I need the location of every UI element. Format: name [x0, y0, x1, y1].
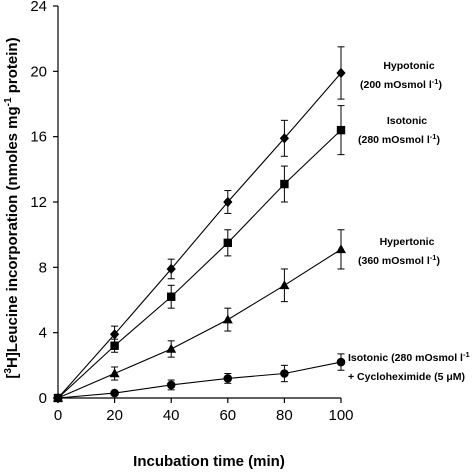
series-circle [53, 353, 346, 403]
series-line [57, 129, 342, 399]
x-axis-label: Incubation time (min) [133, 453, 285, 470]
data-point-triangle [222, 314, 233, 324]
data-point-triangle [109, 368, 120, 378]
y-tick-label: 12 [30, 194, 47, 211]
y-tick-label: 8 [39, 259, 47, 276]
data-point-triangle [336, 244, 346, 254]
series-label-name: Isotonic [387, 115, 427, 127]
data-point-diamond [336, 67, 346, 79]
y-tick-label: 24 [30, 0, 47, 15]
series-label-osmol: (280 mOsmol l-1) [358, 132, 440, 146]
data-point-diamond [223, 196, 233, 208]
x-tick-label: 60 [219, 407, 236, 424]
data-point-circle [223, 374, 233, 383]
data-point-circle [280, 369, 289, 378]
series-label-osmol: Isotonic (280 mOsmol l-1 [348, 350, 470, 364]
series-square [53, 105, 346, 403]
data-point-circle [166, 380, 176, 390]
y-tick-label: 0 [39, 390, 47, 407]
data-point-square [280, 179, 289, 189]
x-tick-label: 0 [54, 407, 62, 424]
series-line [57, 72, 342, 399]
x-tick-label: 20 [106, 407, 123, 424]
data-point-diamond [279, 133, 289, 144]
data-point-square [167, 292, 176, 301]
series-labels: Hypotonic (200 mOsmol l-1) Isotonic (280 mO… [348, 60, 470, 383]
x-tick-label: 40 [163, 407, 180, 424]
series-label-name: Hypotonic [383, 60, 434, 72]
axes: 0 4 8 12 16 20 24 0 20 40 60 80 100 [30, 0, 353, 424]
data-point-circle [110, 388, 119, 398]
series-line [57, 248, 342, 399]
data-point-circle [336, 357, 346, 367]
data-point-triangle [279, 280, 290, 290]
data-point-triangle [166, 343, 177, 353]
data-point-circle [53, 393, 63, 403]
data-point-diamond [110, 329, 120, 340]
series-triangle [53, 229, 346, 402]
y-axis-label: [3H]Leucine incorporation (nmoles mg-1 p… [3, 37, 21, 378]
series-label-treatment: + Cycloheximide (5 μM) [348, 371, 465, 383]
series-label-osmol: (200 mOsmol l-1) [360, 77, 442, 91]
y-tick-label: 20 [30, 63, 47, 80]
data-point-diamond [166, 263, 176, 275]
series-label-name: Hypertonic [380, 236, 435, 248]
series-diamond [53, 46, 346, 404]
y-tick-label: 16 [30, 129, 47, 146]
data-point-square [110, 341, 119, 350]
data-point-square [336, 125, 346, 135]
x-tick-label: 100 [328, 407, 353, 424]
y-tick-label: 4 [39, 325, 47, 342]
x-tick-label: 80 [276, 407, 293, 424]
data-point-square [223, 238, 232, 248]
series-label-osmol: (360 mOsmol l-1) [358, 253, 440, 267]
series-line [57, 361, 342, 399]
series-layer [53, 46, 346, 404]
